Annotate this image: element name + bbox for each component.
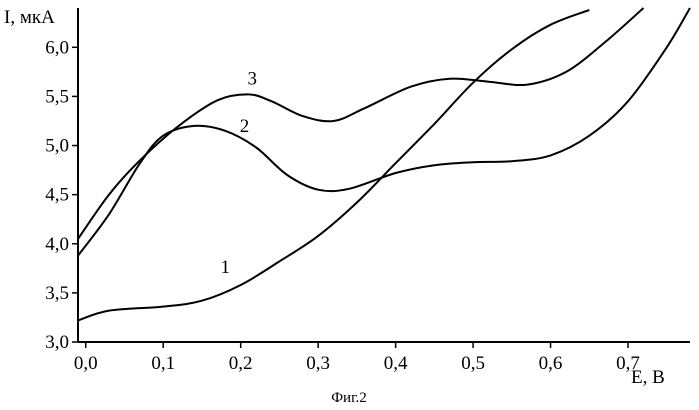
x-tick-label: 0,2 bbox=[229, 353, 253, 374]
curves bbox=[78, 8, 690, 320]
y-axis-label: I, мкА bbox=[4, 7, 55, 28]
y-tick-label: 5,0 bbox=[45, 136, 69, 157]
y-tick-label: 4,5 bbox=[45, 185, 69, 206]
x-tick-label: 0,3 bbox=[306, 353, 330, 374]
x-tick-label: 0,1 bbox=[151, 353, 175, 374]
curve-label-1: 1 bbox=[220, 257, 230, 278]
curve-3 bbox=[78, 8, 644, 239]
y-tick-label: 6,0 bbox=[45, 37, 69, 58]
labels: 1 2 3 bbox=[220, 69, 257, 279]
x-tick-label: 0,6 bbox=[539, 353, 563, 374]
curve-label-2: 2 bbox=[240, 116, 250, 137]
y-tick-label: 3,0 bbox=[45, 332, 69, 353]
x-tick-label: 0,5 bbox=[461, 353, 485, 374]
x-tick-label: 0,0 bbox=[74, 353, 98, 374]
y-tick-label: 5,5 bbox=[45, 86, 69, 107]
y-tick-label: 4,0 bbox=[45, 234, 69, 255]
curve-label-3: 3 bbox=[248, 69, 258, 90]
curve-1 bbox=[78, 10, 589, 320]
y-tick-label: 3,5 bbox=[45, 283, 69, 304]
x-tick-label: 0,4 bbox=[384, 353, 408, 374]
x-axis-label: E, В bbox=[631, 367, 665, 388]
figure-caption: Фиг.2 bbox=[331, 390, 367, 406]
